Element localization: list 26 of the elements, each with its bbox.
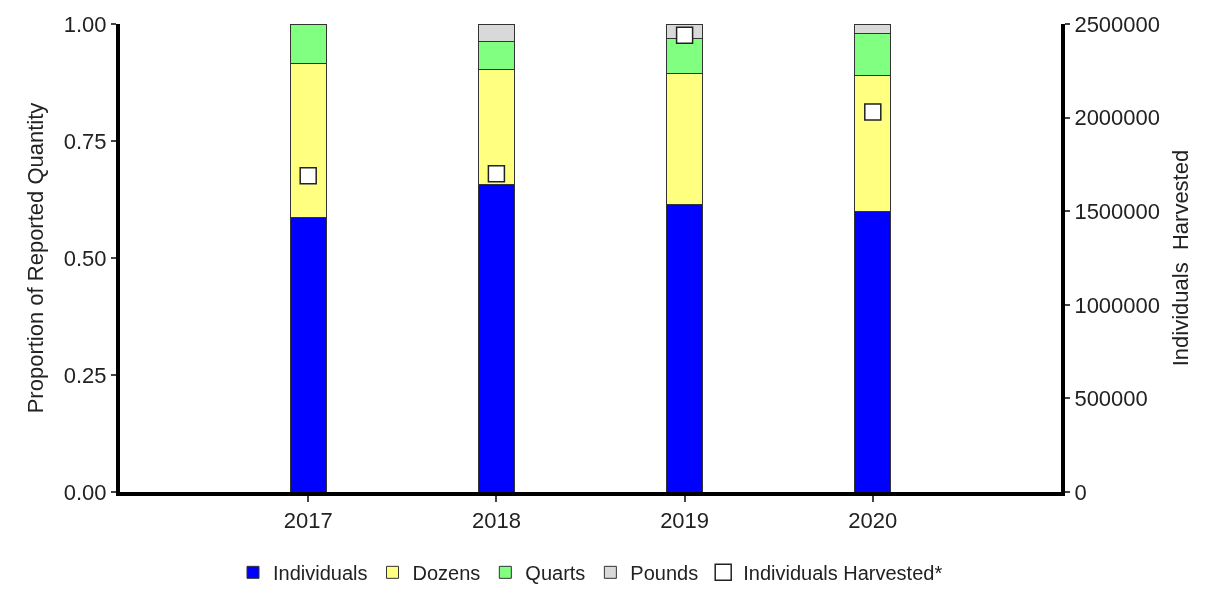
point (675, 26, 694, 44)
legend-label: Quarts (525, 562, 586, 585)
point (864, 103, 882, 121)
x-tick-label: 2019 (660, 508, 710, 534)
y2-tick-label: 0 (1074, 479, 1087, 505)
y-tick-label: 0.25 (63, 362, 107, 388)
y-axis-title: Proportion of Reported Quantity (23, 102, 49, 414)
legend-label: Individuals (273, 562, 368, 585)
y2-tick-label: 500000 (1074, 386, 1148, 412)
y-tick-label: 1.00 (63, 11, 107, 37)
legend-label: Pounds (630, 562, 699, 585)
point (299, 166, 317, 185)
y2-axis-title: Individuals Harvested (1168, 149, 1194, 367)
y-tick-label: 0.00 (63, 479, 107, 505)
y2-tick-label: 1000000 (1074, 292, 1161, 318)
legend-label: Dozens (412, 562, 481, 585)
y-tick-label: 0.50 (63, 245, 107, 271)
y2-tick-label: 2500000 (1074, 11, 1161, 37)
x-tick-label: 2017 (283, 508, 333, 534)
y2-tick-label: 1500000 (1074, 198, 1161, 224)
point (487, 165, 506, 183)
legend-label: Individuals Harvested* (743, 562, 943, 585)
y-tick-label: 0.75 (63, 128, 107, 154)
x-tick-label: 2020 (848, 508, 898, 534)
x-tick-label: 2018 (471, 508, 521, 534)
y2-tick-label: 2000000 (1074, 105, 1161, 131)
